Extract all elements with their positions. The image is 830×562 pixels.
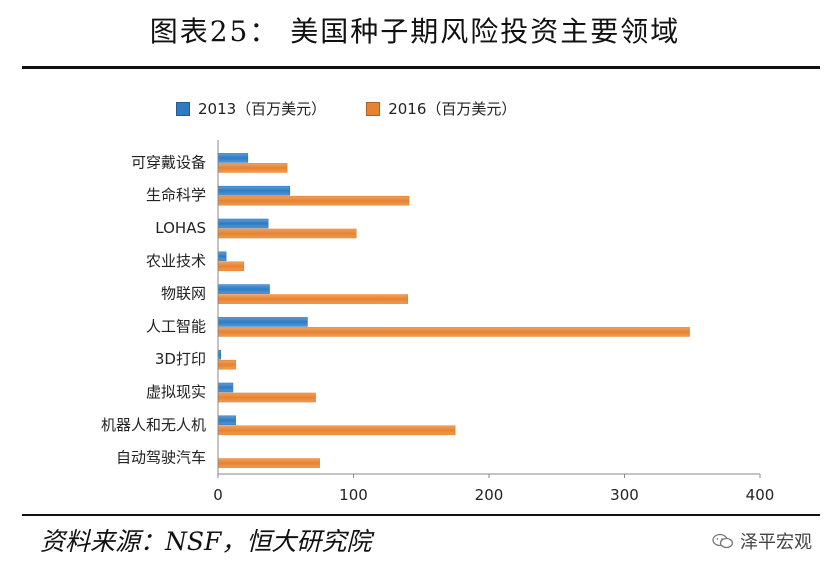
legend-swatch-2013 — [176, 101, 190, 116]
bar-2016-3 — [217, 228, 357, 239]
x-tick-label-3: 200 — [475, 486, 504, 504]
x-tick-label-1: 0 — [213, 486, 223, 504]
category-label-5: 物联网 — [161, 285, 206, 303]
x-tick-label-2: 100 — [339, 486, 368, 504]
bar-2013-5 — [217, 284, 270, 294]
category-label-10: 自动驾驶汽车 — [116, 449, 206, 467]
x-tick-label-4: 300 — [610, 486, 639, 504]
legend-item-2016: 2016（百万美元） — [366, 98, 516, 119]
bar-2013-2 — [217, 185, 291, 196]
bar-2013-4 — [217, 251, 227, 262]
bottom-rule — [22, 514, 820, 516]
brand-name: 泽平宏观 — [740, 532, 812, 553]
bar-2013-3 — [217, 218, 269, 229]
source-note: 资料来源：NSF，恒大研究院 — [40, 527, 372, 556]
bar-2013-1 — [217, 153, 249, 163]
bar-2013-6 — [217, 317, 308, 327]
legend-label-2016: 2016（百万美元） — [388, 100, 517, 118]
x-tick-label-5: 400 — [746, 486, 775, 504]
legend-label-2013: 2013（百万美元） — [198, 100, 327, 118]
bar-2016-6 — [217, 327, 690, 337]
wechat-icon — [712, 533, 734, 549]
legend: 2013（百万美元） 2016（百万美元） — [176, 98, 516, 119]
brand: 泽平宏观 — [712, 528, 812, 554]
bar-2016-2 — [217, 195, 410, 206]
category-label-8: 虚拟现实 — [146, 383, 206, 401]
category-label-1: 可穿戴设备 — [131, 153, 206, 171]
bar-2016-7 — [217, 359, 236, 370]
bar-2016-9 — [217, 425, 456, 436]
bar-2016-1 — [217, 163, 288, 173]
chart-title: 图表25： 美国种子期风险投资主要领域 — [149, 15, 681, 48]
category-label-3: LOHAS — [155, 219, 206, 237]
bar-2016-10 — [217, 458, 320, 468]
bar-2016-8 — [217, 392, 316, 403]
category-label-7: 3D打印 — [155, 350, 206, 368]
bar-2016-5 — [217, 294, 408, 304]
top-rule — [22, 66, 820, 69]
legend-swatch-2016 — [366, 101, 381, 116]
legend-item-2013: 2013（百万美元） — [176, 98, 326, 119]
category-label-6: 人工智能 — [146, 317, 206, 335]
category-label-2: 生命科学 — [146, 186, 206, 204]
category-label-9: 机器人和无人机 — [101, 416, 206, 434]
bar-2016-4 — [217, 261, 245, 272]
bar-2013-8 — [217, 382, 234, 393]
bar-2013-9 — [217, 415, 236, 426]
category-label-4: 农业技术 — [146, 252, 206, 270]
